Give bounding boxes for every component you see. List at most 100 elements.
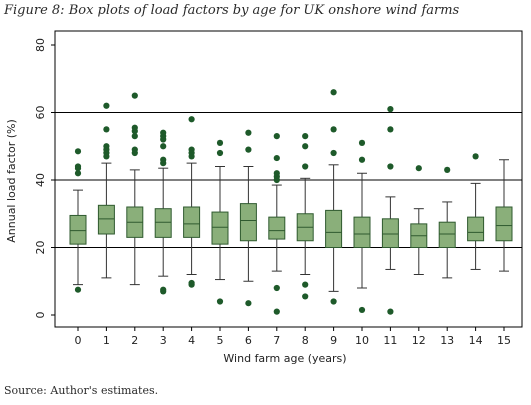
outlier-point — [387, 163, 394, 170]
outlier-point — [74, 170, 82, 177]
outlier-point — [216, 149, 224, 157]
outlier-point — [330, 298, 337, 305]
outlier-point — [245, 300, 252, 307]
outlier-point — [415, 165, 422, 172]
iqr-box — [268, 216, 286, 240]
iqr-box — [239, 203, 257, 242]
outlier-point — [188, 116, 195, 123]
outlier-point — [216, 298, 224, 305]
x-tick-label: 5 — [217, 334, 224, 347]
outlier-point — [160, 129, 167, 136]
box-4 — [183, 116, 201, 288]
outlier-point — [472, 153, 479, 160]
outlier-point — [330, 149, 337, 157]
iqr-box — [438, 221, 456, 248]
box-2 — [126, 92, 144, 286]
outlier-point — [273, 133, 280, 140]
outlier-point — [273, 170, 280, 177]
outlier-point — [216, 139, 224, 146]
outlier-point — [160, 143, 167, 150]
outlier-point — [330, 89, 337, 96]
box-15 — [495, 159, 513, 272]
x-tick-label: 9 — [330, 334, 337, 347]
x-tick-labels: 0 1 2 3 4 5 6 7 8 9 10 11 12 13 14 15 — [75, 334, 512, 347]
iqr-box — [381, 218, 399, 248]
x-tick-label: 6 — [245, 334, 252, 347]
y-tick-label: 40 — [34, 173, 47, 187]
outlier-point — [358, 156, 366, 163]
outlier-point — [160, 286, 167, 293]
x-tick-label: 12 — [412, 334, 426, 347]
x-tick-label: 7 — [273, 334, 280, 347]
outlier-point — [160, 156, 167, 163]
x-tick-label: 2 — [131, 334, 138, 347]
outlier-point — [358, 306, 366, 314]
x-tick-label: 3 — [160, 334, 167, 347]
source-note: Source: Author's estimates. — [4, 384, 159, 397]
box-12 — [410, 165, 428, 275]
outlier-point — [302, 143, 309, 150]
box-6 — [239, 129, 257, 307]
plot-frame — [54, 30, 523, 328]
box-5 — [211, 139, 229, 305]
y-tick-labels: 0 20 40 60 80 — [34, 38, 47, 319]
iqr-box — [211, 211, 229, 245]
iqr-box — [467, 216, 485, 242]
box-14 — [467, 153, 485, 270]
iqr-box — [495, 206, 513, 242]
x-tick-label: 4 — [188, 334, 195, 347]
outlier-point — [245, 129, 252, 136]
iqr-box — [97, 204, 115, 235]
outlier-point — [273, 308, 280, 315]
box-8 — [296, 133, 314, 300]
outlier-point — [188, 279, 195, 287]
y-axis-title: Annual load factor (%) — [5, 119, 18, 243]
outlier-point — [358, 139, 366, 146]
x-tick-label: 8 — [302, 334, 309, 347]
outlier-point — [74, 286, 82, 293]
outlier-point — [387, 106, 394, 113]
x-tick-label: 10 — [355, 334, 369, 347]
outlier-point — [302, 281, 309, 288]
outlier-point — [74, 148, 82, 155]
y-tick-label: 20 — [34, 241, 47, 255]
x-tick-label: 14 — [469, 334, 483, 347]
x-tick-label: 0 — [75, 334, 82, 347]
outlier-point — [444, 166, 451, 173]
outlier-point — [103, 126, 110, 133]
y-tick-label: 0 — [34, 312, 47, 319]
outlier-point — [273, 154, 280, 162]
outlier-point — [302, 293, 309, 300]
iqr-box — [183, 206, 201, 238]
x-tick-label: 13 — [440, 334, 454, 347]
outlier-point — [131, 92, 138, 99]
iqr-box — [154, 208, 172, 238]
outlier-point — [103, 143, 110, 150]
box-9 — [325, 89, 343, 305]
box-10 — [353, 139, 371, 314]
boxes — [69, 89, 513, 315]
outlier-point — [330, 126, 337, 133]
outlier-point — [302, 133, 309, 140]
box-3 — [154, 129, 172, 295]
x-axis-title: Wind farm age (years) — [223, 352, 346, 365]
outlier-point — [188, 146, 195, 153]
y-tick-label: 80 — [34, 38, 47, 52]
outlier-point — [273, 284, 280, 292]
x-tick-label: 15 — [497, 334, 511, 347]
x-tick-label: 11 — [383, 334, 397, 347]
outlier-point — [131, 133, 138, 140]
box-0 — [69, 148, 87, 293]
axes — [51, 30, 523, 331]
box-11 — [381, 106, 399, 315]
outlier-point — [131, 124, 138, 131]
iqr-box — [325, 209, 343, 248]
figure-title: Figure 8: Box plots of load factors by a… — [4, 3, 460, 18]
box-7 — [268, 133, 286, 315]
outlier-point — [131, 146, 138, 153]
outlier-point — [245, 146, 252, 153]
outlier-point — [74, 163, 82, 170]
outlier-point — [302, 163, 309, 170]
iqr-box — [353, 216, 371, 248]
